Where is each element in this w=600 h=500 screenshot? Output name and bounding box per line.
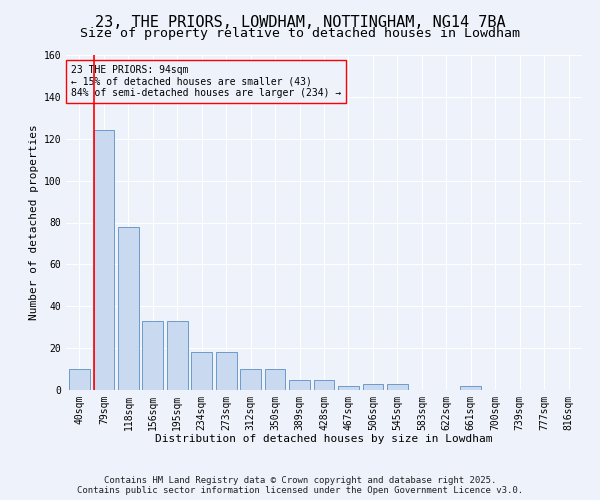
- Bar: [240, 369, 261, 390]
- Y-axis label: Number of detached properties: Number of detached properties: [29, 124, 40, 320]
- Bar: [338, 386, 359, 390]
- Text: 23, THE PRIORS, LOWDHAM, NOTTINGHAM, NG14 7BA: 23, THE PRIORS, LOWDHAM, NOTTINGHAM, NG1…: [95, 15, 505, 30]
- Bar: [94, 130, 114, 390]
- Bar: [216, 352, 236, 390]
- Text: 23 THE PRIORS: 94sqm
← 15% of detached houses are smaller (43)
84% of semi-detac: 23 THE PRIORS: 94sqm ← 15% of detached h…: [71, 65, 341, 98]
- Text: Size of property relative to detached houses in Lowdham: Size of property relative to detached ho…: [80, 28, 520, 40]
- Bar: [265, 369, 286, 390]
- Bar: [314, 380, 334, 390]
- Bar: [191, 352, 212, 390]
- Bar: [289, 380, 310, 390]
- Bar: [387, 384, 408, 390]
- Bar: [460, 386, 481, 390]
- Bar: [167, 321, 188, 390]
- Bar: [362, 384, 383, 390]
- Text: Contains HM Land Registry data © Crown copyright and database right 2025.
Contai: Contains HM Land Registry data © Crown c…: [77, 476, 523, 495]
- X-axis label: Distribution of detached houses by size in Lowdham: Distribution of detached houses by size …: [155, 434, 493, 444]
- Bar: [69, 369, 90, 390]
- Bar: [142, 321, 163, 390]
- Bar: [118, 226, 139, 390]
